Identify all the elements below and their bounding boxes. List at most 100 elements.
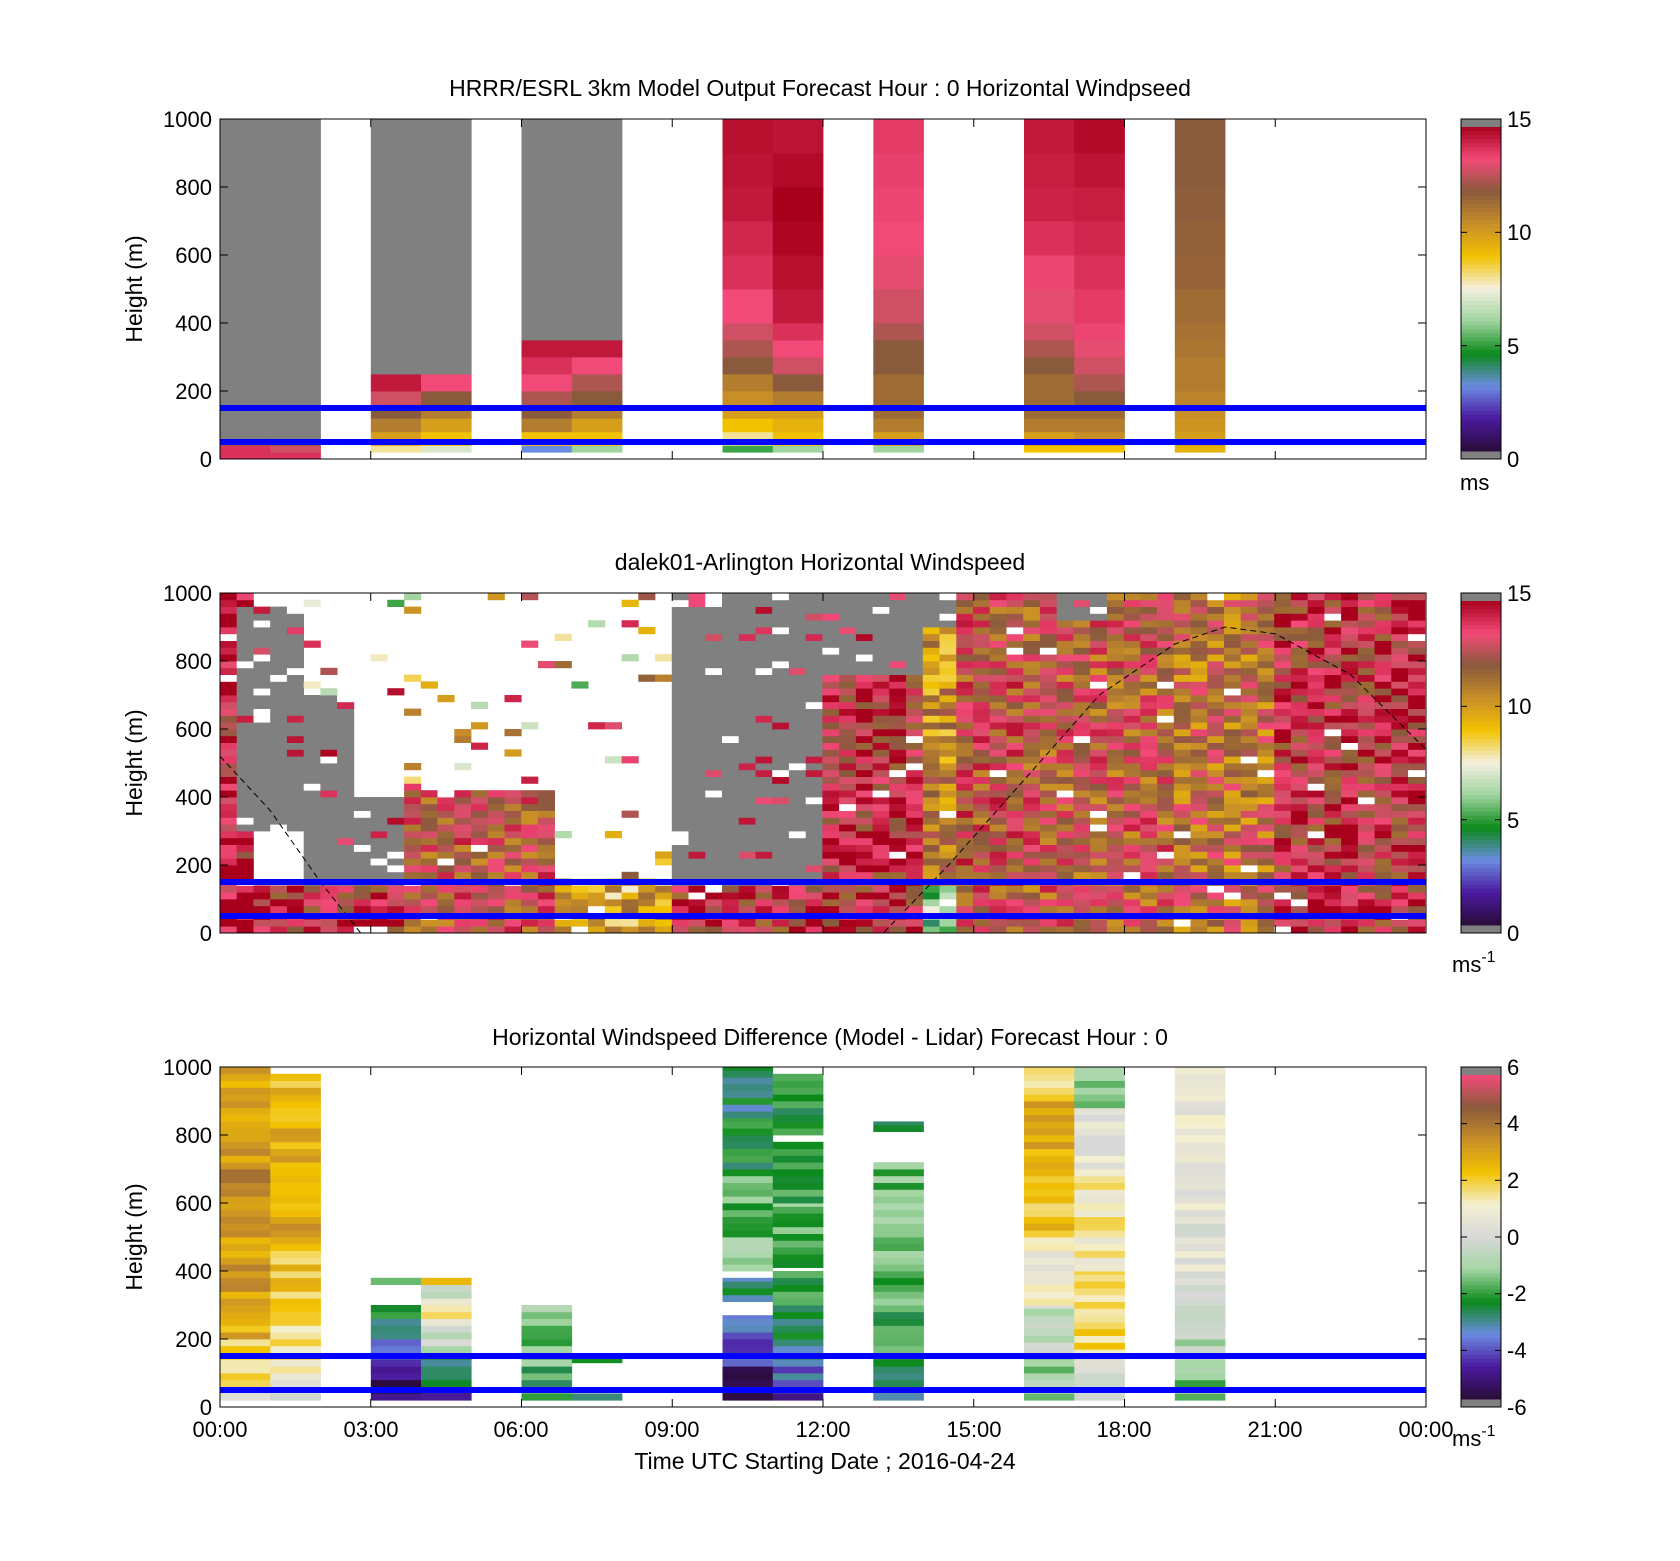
heatmap-cell	[1174, 445, 1226, 453]
heatmap-cell	[1056, 729, 1074, 737]
colorbar-step	[1461, 155, 1501, 160]
heatmap-cell	[1391, 844, 1409, 852]
heatmap-cell	[571, 374, 623, 392]
heatmap-cell	[1341, 763, 1359, 771]
heatmap-cell	[772, 1148, 824, 1156]
heatmap-cell	[638, 899, 656, 907]
heatmap-cell	[571, 445, 623, 453]
heatmap-cell	[437, 817, 455, 825]
heatmap-cell	[1056, 831, 1074, 839]
heatmap-cell	[236, 851, 254, 859]
heatmap-cell	[1123, 783, 1141, 791]
heatmap-cell	[805, 803, 823, 811]
colorbar-step	[1461, 665, 1501, 671]
heatmap-cell	[1224, 899, 1242, 907]
heatmap-cell	[705, 640, 723, 648]
heatmap-cell	[1324, 674, 1342, 682]
heatmap-cell	[688, 593, 706, 601]
heatmap-cell	[839, 919, 857, 927]
heatmap-cell	[1357, 905, 1375, 913]
heatmap-cell	[671, 810, 689, 818]
colorbar-tick-label: 15	[1507, 107, 1531, 132]
heatmap-cell	[1106, 606, 1124, 614]
heatmap-cell	[906, 735, 924, 743]
heatmap-cell	[404, 797, 422, 805]
heatmap-cell	[1357, 865, 1375, 873]
heatmap-cell	[1257, 640, 1275, 648]
heatmap-cell	[1174, 1291, 1226, 1299]
heatmap-cell	[1257, 851, 1275, 859]
heatmap-cell	[1056, 824, 1074, 832]
heatmap-cell	[1073, 647, 1091, 655]
heatmap-cell	[1374, 899, 1392, 907]
heatmap-cell	[1023, 783, 1041, 791]
colorbar-unit: ms-1	[1452, 1423, 1496, 1451]
colorbar-gradient	[1461, 1067, 1501, 1407]
heatmap-cell	[956, 674, 974, 682]
heatmap-cell	[1290, 640, 1308, 648]
heatmap-cell	[1391, 633, 1409, 641]
heatmap-cell	[922, 899, 940, 907]
heatmap-cell	[738, 722, 756, 730]
heatmap-cell	[772, 1087, 824, 1095]
heatmap-cell	[1090, 837, 1108, 845]
heatmap-cell	[772, 1213, 824, 1221]
heatmap-cell	[1240, 790, 1258, 798]
heatmap-cell	[939, 831, 957, 839]
heatmap-cell	[1240, 633, 1258, 641]
heatmap-cell	[1240, 783, 1258, 791]
heatmap-cell	[1324, 708, 1342, 716]
y-tick-label: 200	[175, 1327, 212, 1352]
heatmap-cell	[1207, 613, 1225, 621]
heatmap-cell	[671, 708, 689, 716]
heatmap-cell	[571, 919, 589, 927]
heatmap-cell	[571, 892, 589, 900]
heatmap-cell	[922, 851, 940, 859]
heatmap-cell	[1374, 688, 1392, 696]
heatmap-cell	[822, 919, 840, 927]
heatmap-cell	[1341, 919, 1359, 927]
heatmap-cell	[973, 810, 991, 818]
colorbar-step	[1461, 191, 1501, 197]
heatmap-cell	[1341, 606, 1359, 614]
heatmap-cell	[621, 919, 639, 927]
colorbar-step	[1461, 896, 1501, 902]
heatmap-cell	[471, 824, 489, 832]
panel-model-title: HRRR/ESRL 3km Model Output Forecast Hour…	[449, 75, 1191, 101]
heatmap-cell	[638, 926, 656, 934]
heatmap-cell	[420, 905, 438, 913]
heatmap-cell	[220, 844, 238, 852]
heatmap-cell	[270, 769, 288, 777]
heatmap-cell	[1324, 892, 1342, 900]
colorbar-unit-exponent: -1	[1481, 949, 1495, 966]
heatmap-cell	[722, 1379, 774, 1387]
heatmap-cell	[253, 810, 271, 818]
heatmap-cell	[1106, 640, 1124, 648]
heatmap-cell	[220, 729, 238, 737]
heatmap-cell	[253, 797, 271, 805]
heatmap-cell	[1374, 599, 1392, 607]
heatmap-cell	[1106, 783, 1124, 791]
heatmap-cell	[688, 654, 706, 662]
heatmap-cell	[1274, 797, 1292, 805]
heatmap-cell	[1341, 722, 1359, 730]
heatmap-cell	[220, 1257, 271, 1265]
heatmap-cell	[772, 1182, 824, 1190]
heatmap-cell	[1307, 763, 1325, 771]
heatmap-cell	[1123, 756, 1141, 764]
heatmap-cell	[1307, 701, 1325, 709]
heatmap-cell	[1257, 654, 1275, 662]
heatmap-cell	[303, 892, 321, 900]
heatmap-cell	[370, 1393, 422, 1401]
heatmap-cell	[822, 620, 840, 628]
heatmap-cell	[1123, 688, 1141, 696]
heatmap-cell	[420, 892, 438, 900]
heatmap-cell	[1073, 837, 1091, 845]
heatmap-cell	[1023, 803, 1041, 811]
heatmap-cell	[270, 749, 288, 757]
heatmap-cell	[270, 1373, 321, 1381]
heatmap-cell	[1123, 769, 1141, 777]
heatmap-cell	[1391, 865, 1409, 873]
heatmap-cell	[873, 1124, 924, 1132]
heatmap-cell	[253, 667, 271, 675]
